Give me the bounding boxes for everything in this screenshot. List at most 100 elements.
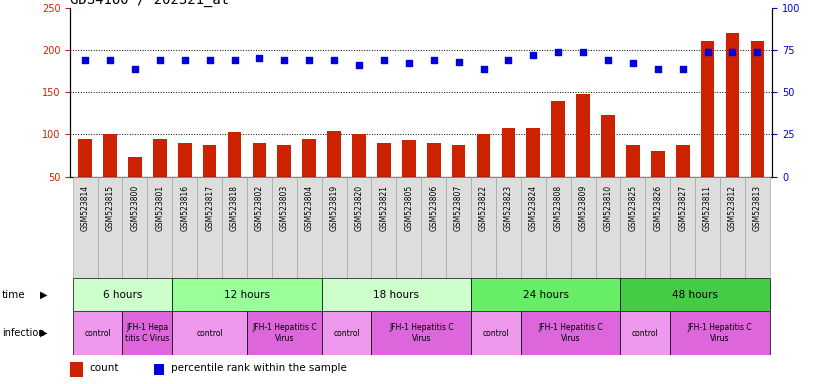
Text: GSM523815: GSM523815 [106, 185, 115, 231]
Bar [73, 278, 173, 311]
Bar [626, 144, 639, 177]
Bar [327, 131, 341, 177]
Bar [620, 311, 670, 355]
Bar [452, 144, 466, 177]
Text: GSM523812: GSM523812 [728, 185, 737, 231]
Bar [197, 177, 222, 278]
Point [751, 48, 764, 55]
Text: 6 hours: 6 hours [102, 290, 142, 300]
Text: 48 hours: 48 hours [672, 290, 718, 300]
Bar [551, 101, 565, 177]
Bar [471, 177, 496, 278]
Point [501, 57, 515, 63]
Bar [278, 144, 292, 177]
Bar [78, 139, 92, 177]
Text: GSM523817: GSM523817 [205, 185, 214, 231]
Text: GSM523810: GSM523810 [604, 185, 613, 231]
Text: GSM523825: GSM523825 [629, 185, 638, 231]
Bar [73, 311, 122, 355]
Bar [402, 140, 415, 177]
Bar [372, 311, 471, 355]
Point [626, 60, 639, 66]
Bar [228, 132, 241, 177]
Bar [321, 278, 471, 311]
Bar [725, 33, 739, 177]
Point [427, 57, 440, 63]
Point [377, 57, 391, 63]
Bar [203, 144, 216, 177]
Point [527, 52, 540, 58]
Text: GSM523827: GSM523827 [678, 185, 687, 231]
Point [552, 48, 565, 55]
Text: GSM523818: GSM523818 [230, 185, 239, 231]
Text: GSM523820: GSM523820 [354, 185, 363, 231]
Bar [620, 177, 645, 278]
Bar [272, 177, 297, 278]
Point [154, 57, 167, 63]
Bar [154, 364, 164, 376]
Bar [546, 177, 571, 278]
Text: ▶: ▶ [40, 290, 47, 300]
Bar [596, 177, 620, 278]
Bar [670, 311, 770, 355]
Bar [103, 134, 117, 177]
Bar [427, 143, 440, 177]
Point [302, 57, 316, 63]
Bar [446, 177, 471, 278]
Bar [577, 94, 590, 177]
Bar [720, 177, 745, 278]
Text: 18 hours: 18 hours [373, 290, 420, 300]
Text: GSM523811: GSM523811 [703, 185, 712, 231]
Text: GSM523803: GSM523803 [280, 185, 289, 231]
Text: JFH-1 Hepatitis C
Virus: JFH-1 Hepatitis C Virus [688, 323, 752, 343]
Bar [571, 177, 596, 278]
Bar [173, 278, 321, 311]
Bar [297, 177, 321, 278]
Text: GSM523802: GSM523802 [255, 185, 264, 231]
Text: JFH-1 Hepatitis C
Virus: JFH-1 Hepatitis C Virus [389, 323, 453, 343]
Text: GSM523819: GSM523819 [330, 185, 339, 231]
Bar [471, 278, 620, 311]
Point [278, 57, 291, 63]
Text: 24 hours: 24 hours [523, 290, 569, 300]
Bar [521, 177, 546, 278]
Point [203, 57, 216, 63]
Bar [501, 129, 515, 177]
Text: GSM523824: GSM523824 [529, 185, 538, 231]
Bar [377, 143, 391, 177]
Text: GSM523826: GSM523826 [653, 185, 662, 231]
Text: control: control [333, 329, 360, 338]
Text: control: control [84, 329, 111, 338]
Point [726, 48, 739, 55]
Text: GDS4160 / 202321_at: GDS4160 / 202321_at [70, 0, 230, 7]
Text: time: time [2, 290, 26, 300]
Bar [97, 177, 122, 278]
Bar [620, 278, 770, 311]
Text: GSM523816: GSM523816 [180, 185, 189, 231]
Bar [751, 41, 764, 177]
Bar [153, 139, 167, 177]
Text: JFH-1 Hepatitis C
Virus: JFH-1 Hepatitis C Virus [539, 323, 603, 343]
Point [651, 65, 664, 71]
Text: control: control [197, 329, 223, 338]
Bar [122, 177, 147, 278]
Text: ▶: ▶ [40, 328, 47, 338]
Bar [173, 177, 197, 278]
Bar [70, 362, 83, 377]
Bar [526, 127, 540, 177]
Bar [253, 143, 266, 177]
Text: GSM523807: GSM523807 [454, 185, 463, 231]
Bar [178, 143, 192, 177]
Text: count: count [89, 363, 119, 373]
Bar [222, 177, 247, 278]
Bar [302, 139, 316, 177]
Point [402, 60, 415, 66]
Text: infection: infection [2, 328, 44, 338]
Bar [521, 311, 620, 355]
Text: JFH-1 Hepa
titis C Virus: JFH-1 Hepa titis C Virus [126, 323, 169, 343]
Bar [695, 177, 720, 278]
Text: control: control [632, 329, 658, 338]
Bar [128, 157, 142, 177]
Text: GSM523809: GSM523809 [578, 185, 587, 231]
Point [353, 62, 366, 68]
